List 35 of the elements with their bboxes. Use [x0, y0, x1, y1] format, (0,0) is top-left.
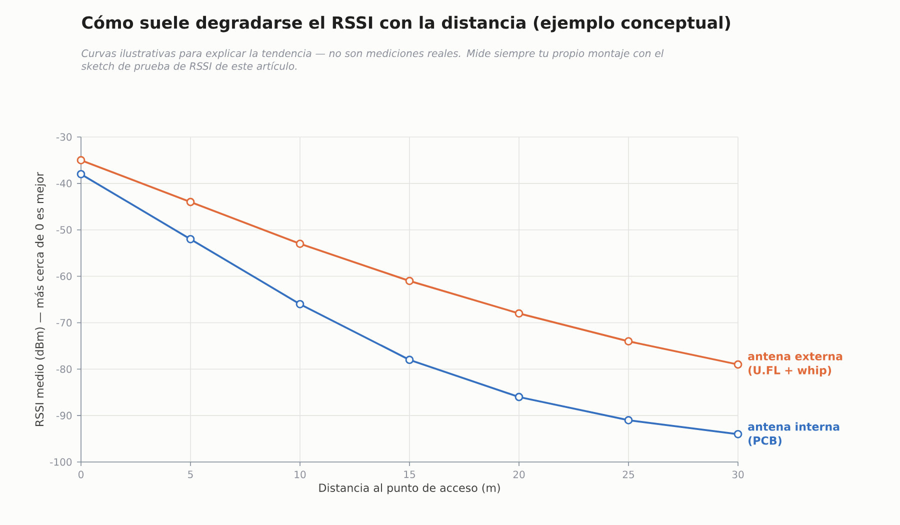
y-tick-label: -70	[56, 318, 72, 326]
point	[296, 240, 304, 248]
series-label: antena externa (U.FL + whip)	[748, 352, 842, 377]
series-label: antena interna (PCB)	[748, 422, 840, 446]
x-tick-label: 15	[404, 470, 415, 478]
x-tick-label: 0	[78, 470, 84, 478]
chart-subtitle: Curvas ilustrativas para explicar la tendencia — no son mediciones reales. Mide siempre tu propio montaje con el sketch de prueba de RSSI de este artículo.	[81, 49, 664, 72]
point	[734, 360, 742, 369]
point	[514, 392, 524, 402]
chart-title: Cómo suele degradarse el RSSI con la distancia (ejemplo conceptual)	[82, 15, 730, 32]
y-tick-label: -80	[56, 365, 72, 373]
x-tick-label: 25	[622, 470, 634, 478]
point	[186, 234, 195, 244]
y-tick-label: -100	[50, 458, 72, 466]
x-tick-label: 30	[732, 470, 744, 478]
y-tick-label: -90	[56, 412, 72, 420]
point	[734, 430, 742, 438]
y-tick-label: -60	[56, 272, 72, 280]
point	[624, 337, 633, 346]
point	[186, 198, 195, 206]
point	[514, 309, 524, 318]
point	[405, 356, 414, 364]
y-tick-label: -40	[56, 180, 72, 188]
x-tick-label: 5	[188, 470, 193, 478]
point	[624, 416, 633, 424]
x-tick-label: 20	[513, 470, 525, 478]
point	[405, 276, 414, 286]
point	[76, 156, 86, 164]
x-tick-label: 10	[294, 470, 306, 478]
y-tick-label: -30	[56, 133, 72, 141]
point	[76, 170, 86, 178]
point	[296, 300, 304, 308]
x-axis-title: Distancia al punto de acceso (m)	[319, 483, 500, 494]
y-axis-title: RSSI medio (dBm) — más cerca de 0 es mejor	[34, 172, 46, 426]
y-tick-label: -50	[56, 226, 72, 234]
